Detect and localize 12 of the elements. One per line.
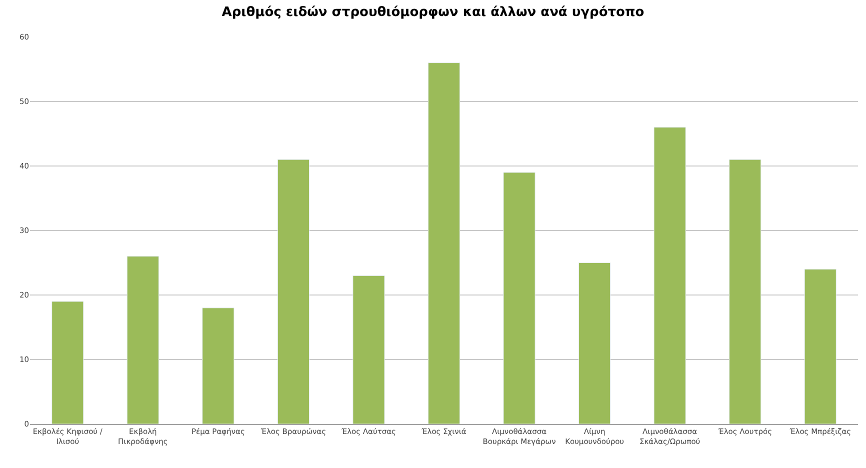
bar <box>503 172 536 424</box>
bar <box>578 262 611 424</box>
bar <box>277 159 310 424</box>
bar <box>126 256 159 424</box>
bar <box>804 268 836 424</box>
bar <box>729 159 762 424</box>
bar <box>352 275 385 424</box>
chart-title: Αριθμός ειδών στρουθιόμορφων και άλλων ανά υγρότοπο <box>222 5 644 20</box>
bar <box>428 62 460 424</box>
bar <box>202 308 234 424</box>
bar <box>654 127 686 424</box>
bar <box>52 301 84 424</box>
